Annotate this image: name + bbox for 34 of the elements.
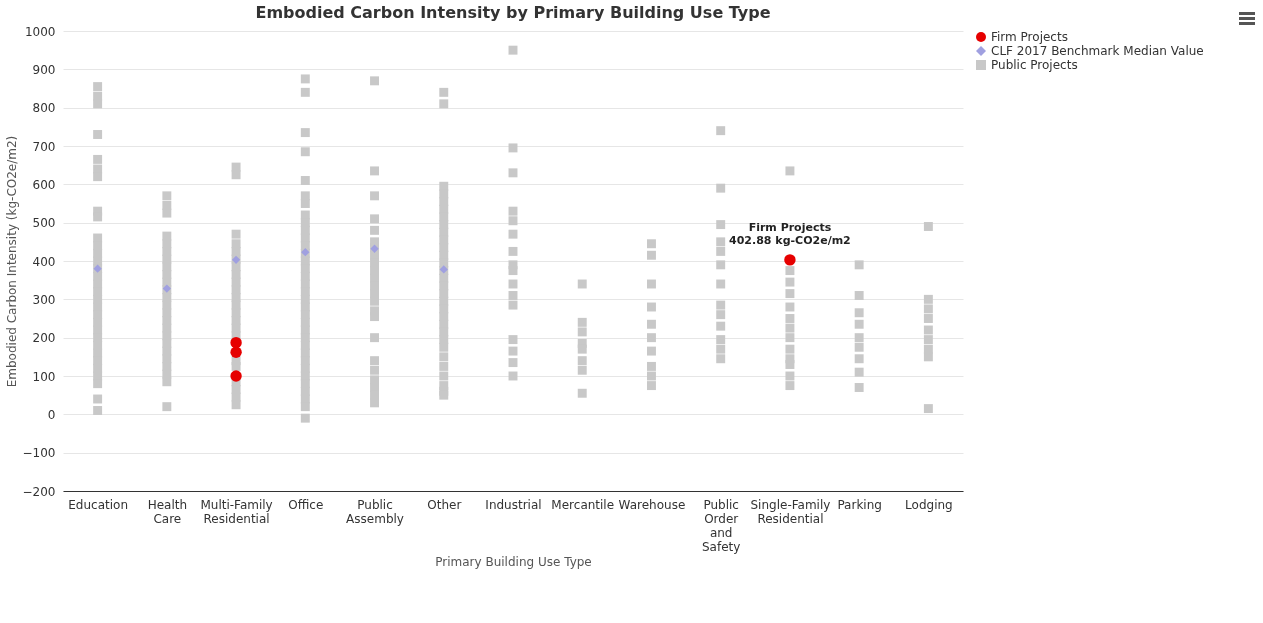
chart-title: Embodied Carbon Intensity by Primary Building Use Type (255, 3, 771, 22)
y-tick-label: 200 (32, 331, 56, 346)
x-tick-label: Health Care (147, 497, 188, 526)
x-tick-label: Mercantile (551, 497, 615, 512)
x-tick-label: Public Assembly (346, 497, 404, 526)
y-tick-label: −200 (22, 484, 56, 499)
x-tick-label: Parking (837, 497, 882, 512)
y-axis-title: Embodied Carbon Intensity (kg-CO2e/m2) (4, 135, 19, 388)
legend-label: Firm Projects (991, 30, 1068, 44)
y-tick-label: −100 (22, 446, 56, 461)
y-tick-label: 300 (32, 292, 56, 307)
y-tick-label: 0 (47, 407, 56, 422)
y-tick-label: 900 (32, 62, 56, 77)
x-tick-label: Industrial (485, 497, 542, 512)
x-tick-label: Education (68, 497, 128, 512)
y-tick-label: 800 (32, 101, 56, 116)
x-tick-label: Lodging (905, 497, 953, 512)
y-tick-label: 500 (32, 216, 56, 231)
x-tick-label: Office (288, 497, 324, 512)
y-tick-label: 100 (32, 369, 56, 384)
annotation: Firm Projects 402.88 kg-CO2e/m2 (729, 220, 851, 247)
x-tick-label: Warehouse (618, 497, 686, 512)
x-tick-label: Other (427, 497, 462, 512)
y-tick-label: 600 (32, 177, 56, 192)
y-tick-label: 1000 (24, 24, 56, 39)
legend-label: CLF 2017 Benchmark Median Value (991, 44, 1204, 58)
x-axis-title: Primary Building Use Type (435, 554, 592, 569)
x-tick-label: Public Order and Safety (702, 497, 741, 554)
x-tick-label: Single-Family Residential (750, 497, 831, 526)
y-tick-label: 700 (32, 139, 56, 154)
y-tick-label: 400 (32, 254, 56, 269)
point (230, 370, 242, 382)
legend-label: Public Projects (991, 58, 1078, 72)
x-tick-label: Multi-Family Residential (200, 497, 273, 526)
